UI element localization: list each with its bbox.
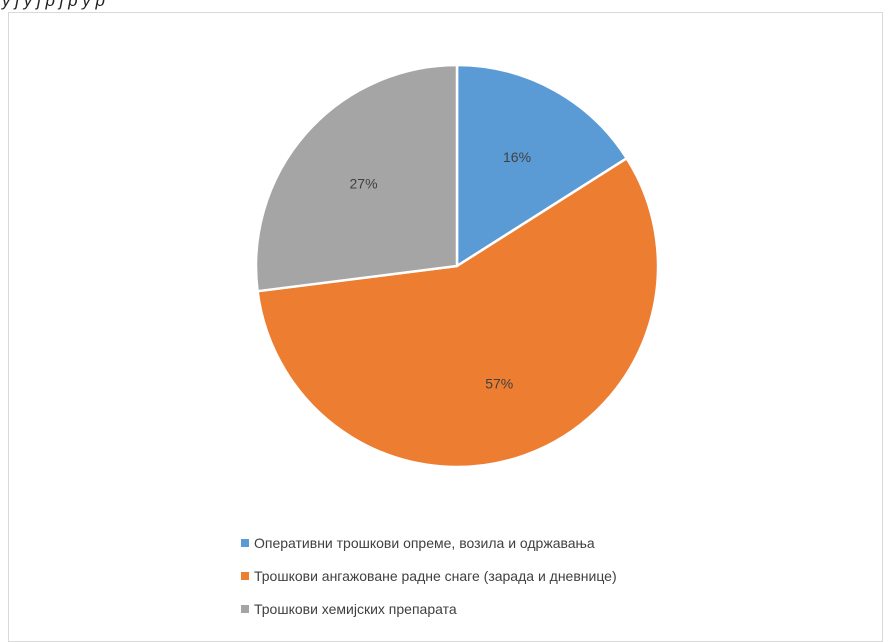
legend-swatch-labor	[241, 571, 249, 580]
legend-label-labor: Трошкови ангажоване радне снаге (зарада …	[254, 567, 617, 584]
slice-chemicals	[254, 63, 459, 293]
slice-labor	[256, 157, 660, 469]
legend-item: Оперативни трошкови опреме, возила и одр…	[241, 526, 617, 559]
legend-swatch-chemicals	[241, 604, 249, 613]
pie-chart: 16% 57% 27%	[254, 63, 660, 469]
legend: Оперативни трошкови опреме, возила и одр…	[241, 526, 617, 625]
legend-item: Трошкови хемијских препарата	[241, 592, 617, 625]
legend-label-chemicals: Трошкови хемијских препарата	[254, 600, 457, 617]
data-label-chemicals: 27%	[350, 176, 378, 192]
data-label-operating: 16%	[503, 149, 531, 165]
legend-label-operating: Оперативни трошкови опреме, возила и одр…	[254, 534, 595, 551]
data-label-labor: 57%	[485, 375, 513, 391]
legend-swatch-operating	[241, 538, 249, 547]
cropped-heading-text: у ј у ј р ј р у р	[0, 0, 895, 14]
cropped-heading-label: у ј у ј р ј р у р	[2, 0, 105, 10]
slice-operating	[455, 63, 628, 268]
legend-item: Трошкови ангажоване радне снаге (зарада …	[241, 559, 617, 592]
